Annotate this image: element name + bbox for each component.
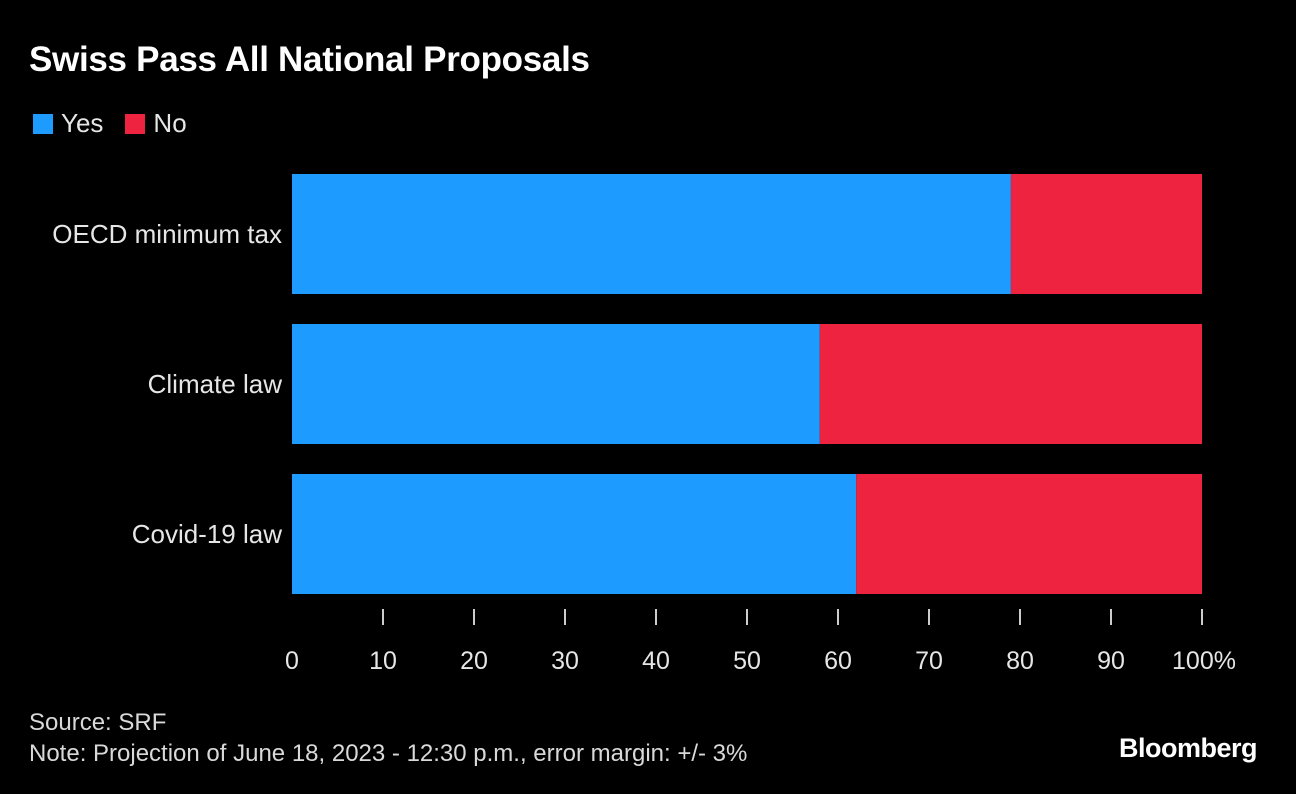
bloomberg-logo: Bloomberg bbox=[1118, 733, 1258, 763]
x-tick-label-90: 90 bbox=[1097, 647, 1125, 675]
x-tick-label-70: 70 bbox=[915, 647, 943, 675]
bar-yes-3 bbox=[292, 474, 857, 594]
source-note: Source: SRF bbox=[29, 709, 167, 736]
legend-label-yes: Yes bbox=[61, 108, 104, 138]
bar-no-2 bbox=[819, 324, 1202, 444]
bar-chart: OECD minimum tax Climate law Covid-19 law 0… bbox=[52, 174, 1236, 675]
x-tick-label-50: 50 bbox=[733, 647, 761, 675]
legend-item-yes: Yes bbox=[33, 108, 103, 139]
x-tick-label-80: 80 bbox=[1006, 647, 1034, 675]
category-label-2: Climate law bbox=[148, 369, 283, 399]
bar-yes-1 bbox=[292, 174, 1011, 294]
x-tick-label-100: 100% bbox=[1172, 647, 1236, 675]
x-tick-label-30: 30 bbox=[551, 647, 579, 675]
legend-label-no: No bbox=[153, 108, 187, 138]
x-tick-label-20: 20 bbox=[460, 647, 488, 675]
legend-item-no: No bbox=[125, 108, 187, 139]
chart-title: Swiss Pass All National Proposals bbox=[29, 40, 590, 79]
category-label-1: OECD minimum tax bbox=[52, 219, 282, 249]
bar-no-3 bbox=[856, 474, 1202, 594]
x-tick-label-0: 0 bbox=[285, 647, 299, 675]
bar-yes-2 bbox=[292, 324, 820, 444]
projection-note: Note: Projection of June 18, 2023 - 12:3… bbox=[29, 740, 748, 767]
x-tick-label-60: 60 bbox=[824, 647, 852, 675]
footer: Source: SRF Note: Projection of June 18,… bbox=[29, 707, 747, 769]
legend: Yes No bbox=[33, 108, 209, 139]
x-tick-label-10: 10 bbox=[369, 647, 397, 675]
category-label-3: Covid-19 law bbox=[132, 519, 283, 549]
legend-swatch-no bbox=[125, 113, 146, 134]
legend-swatch-yes bbox=[33, 113, 53, 134]
x-tick-label-40: 40 bbox=[642, 647, 670, 675]
bar-no-1 bbox=[1010, 174, 1202, 294]
